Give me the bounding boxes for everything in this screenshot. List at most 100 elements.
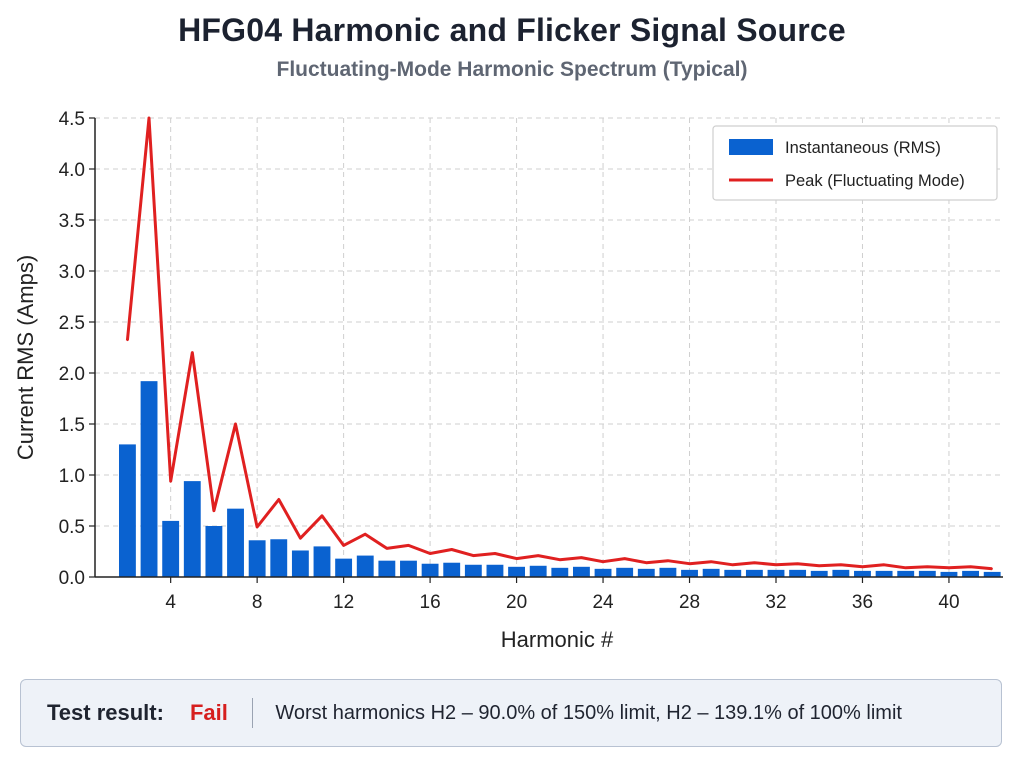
peak-point-h25 (623, 557, 626, 560)
peak-point-h37 (883, 563, 885, 566)
y-tick-label: 0.0 (59, 568, 85, 589)
bar-h20 (508, 566, 526, 577)
bar-h22 (551, 567, 569, 577)
bar-h29 (702, 568, 720, 577)
legend-label-peak: Peak (Fluctuating Mode) (785, 172, 965, 190)
chart-subtitle: Fluctuating-Mode Harmonic Spectrum (Typi… (276, 58, 748, 81)
peak-point-h17 (450, 548, 453, 551)
test-result-status: Fail (189, 700, 228, 725)
peak-point-h39 (926, 566, 929, 568)
bar-h36 (854, 570, 871, 577)
peak-point-h14 (386, 547, 388, 550)
y-axis-title: Current RMS (Amps) (13, 255, 38, 460)
bar-h25 (616, 567, 634, 577)
bar-h42 (983, 571, 1001, 577)
y-tick-label: 2.0 (59, 364, 85, 385)
peak-point-h7 (234, 423, 237, 425)
bar-h6 (205, 526, 223, 577)
x-tick-label: 16 (420, 592, 441, 613)
bar-h37 (875, 570, 893, 577)
peak-point-h21 (537, 554, 539, 557)
chart-title: HFG04 Harmonic and Flicker Signal Source (178, 12, 846, 48)
test-result-detail: Worst harmonics H2 – 90.0% of 150% limit… (275, 701, 902, 724)
peak-point-h33 (796, 562, 799, 565)
peak-point-h11 (321, 515, 323, 517)
peak-point-h32 (775, 563, 777, 566)
bar-h35 (832, 569, 850, 577)
peak-point-h41 (969, 566, 972, 568)
x-tick-label: 40 (938, 592, 959, 613)
bar-h16 (421, 563, 439, 577)
bar-h21 (529, 565, 547, 577)
bar-h28 (681, 569, 698, 577)
bar-h8 (248, 540, 266, 577)
bar-h40 (940, 571, 958, 577)
peak-point-h5 (191, 351, 194, 354)
bar-h7 (227, 508, 244, 577)
bar-h27 (659, 567, 677, 577)
bar-h14 (378, 560, 396, 577)
peak-point-h30 (731, 563, 734, 566)
bar-h3 (140, 381, 158, 577)
harmonic-spectrum-chart: 0.0 0.5 1.0 1.5 2.0 2.5 3.0 3.5 4.0 4.5 4 8 12 16 20 24… (13, 109, 1003, 652)
y-tick-label: 4.0 (59, 160, 85, 181)
bar-h33 (789, 569, 807, 577)
bar-h18 (464, 564, 482, 577)
peak-point-h34 (818, 564, 821, 567)
bar-h12 (335, 558, 353, 577)
bar-h34 (810, 570, 828, 577)
peak-point-h2 (126, 339, 129, 342)
peak-point-h3 (148, 117, 150, 119)
bar-h17 (443, 562, 461, 577)
legend-swatch-instantaneous (729, 139, 773, 155)
peak-point-h35 (840, 563, 842, 566)
peak-point-h24 (602, 560, 604, 563)
peak-point-h16 (429, 552, 431, 555)
x-tick-label: 28 (679, 592, 700, 613)
x-tick-label: 12 (333, 592, 354, 613)
y-tick-label: 3.5 (59, 211, 85, 232)
bar-h31 (745, 569, 763, 577)
peak-point-h6 (213, 509, 215, 512)
bar-h39 (918, 570, 936, 577)
bar-h23 (572, 566, 590, 577)
peak-point-h42 (991, 568, 993, 570)
bar-h32 (767, 569, 785, 577)
peak-point-h31 (753, 561, 756, 564)
test-result-panel: Test result: Fail Worst harmonics H2 – 9… (20, 679, 1002, 747)
bar-h41 (962, 570, 980, 577)
y-tick-label: 4.5 (59, 109, 85, 130)
bar-h38 (897, 570, 915, 577)
bar-h26 (637, 568, 655, 577)
y-tick-label: 1.0 (59, 466, 85, 487)
result-divider (251, 698, 254, 728)
bar-h13 (356, 555, 374, 577)
bar-h4 (162, 520, 180, 577)
peak-point-h8 (256, 526, 258, 528)
peak-point-h40 (948, 567, 950, 569)
y-tick-label: 3.0 (59, 262, 85, 283)
peak-point-h13 (364, 533, 367, 535)
peak-point-h15 (407, 544, 410, 547)
y-tick-label: 2.5 (59, 313, 85, 334)
peak-point-h4 (169, 480, 172, 482)
x-tick-label: 24 (592, 592, 614, 613)
peak-point-h22 (559, 558, 561, 561)
x-tick-label: 4 (165, 592, 176, 613)
peak-point-h10 (299, 537, 302, 540)
bar-h19 (486, 564, 504, 577)
x-axis-title: Harmonic # (501, 627, 614, 652)
bar-h2 (118, 444, 136, 577)
y-tick-label: 1.5 (59, 415, 85, 436)
x-tick-label: 8 (252, 592, 263, 613)
bar-h11 (313, 546, 331, 577)
legend-box (712, 125, 998, 201)
peak-point-h23 (580, 556, 583, 559)
bar-h10 (291, 550, 309, 577)
peak-point-h38 (904, 567, 907, 569)
bar-h9 (270, 539, 288, 577)
peak-point-h28 (688, 562, 691, 565)
x-tick-label: 36 (852, 592, 873, 613)
peak-point-h29 (710, 560, 712, 563)
peak-point-h19 (494, 552, 496, 555)
